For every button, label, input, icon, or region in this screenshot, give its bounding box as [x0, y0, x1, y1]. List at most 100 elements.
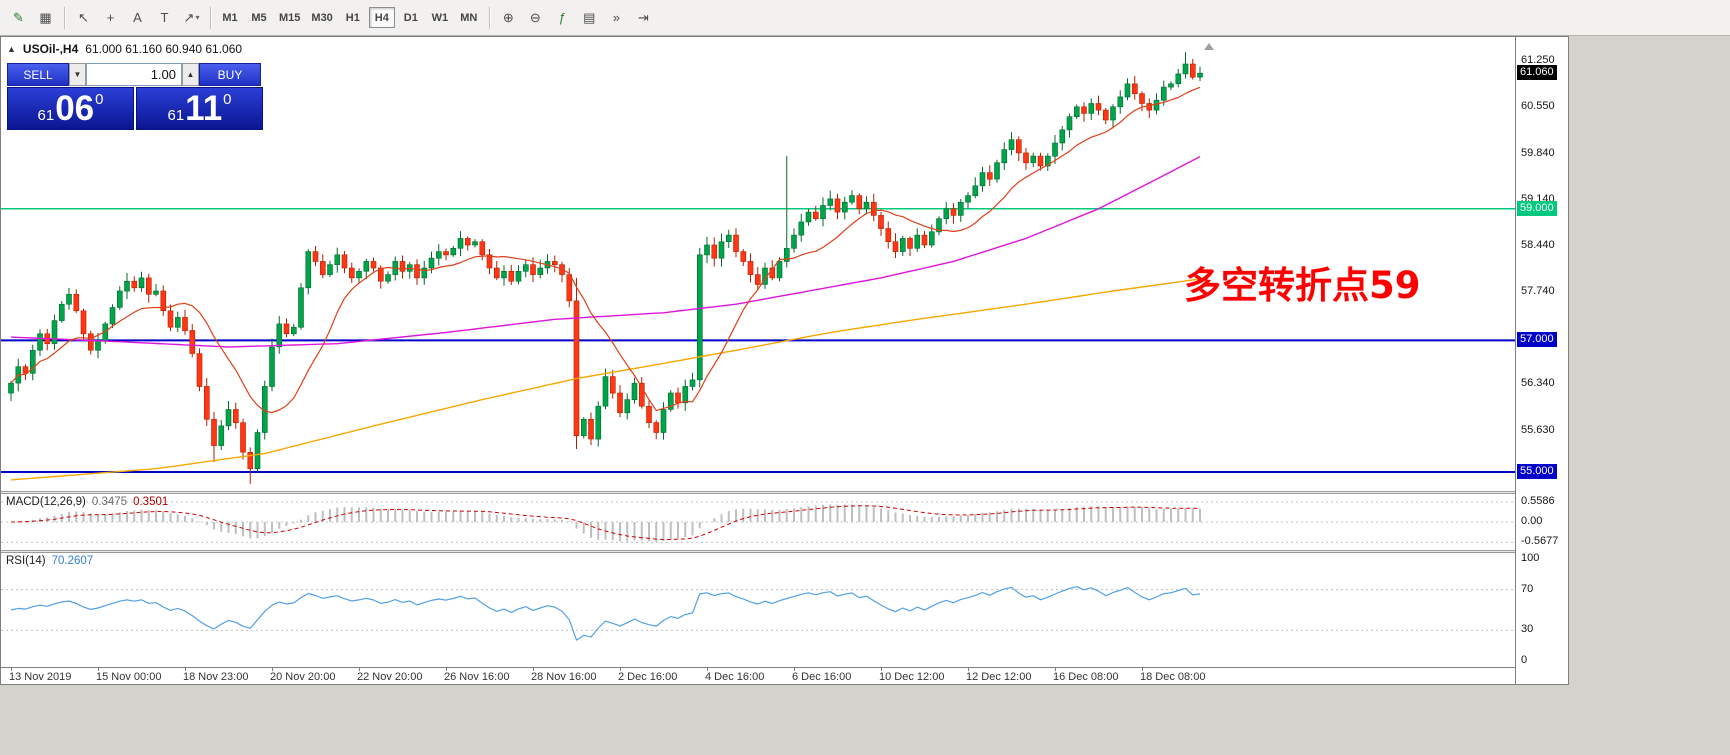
rsi-label: RSI(14) 70.2607 — [6, 555, 93, 567]
indicators-icon[interactable]: ƒ — [558, 10, 566, 25]
buy-price-display[interactable]: 61 11 0 — [136, 87, 263, 130]
rsi-pane[interactable]: RSI(14) 70.2607 — [1, 553, 1515, 667]
rsi-chart-canvas[interactable] — [1, 553, 1515, 667]
rsi-axis-label: 30 — [1521, 623, 1534, 635]
time-axis-label: 15 Nov 00:00 — [96, 671, 162, 683]
time-tick — [620, 668, 621, 671]
volume-decrease-button[interactable]: ▼ — [69, 63, 86, 86]
macd-label: MACD(12,26,9) 0.3475 0.3501 — [6, 496, 168, 508]
timeframe-buttons: M1 M5 M15 M30 H1 H4 D1 W1 MN — [217, 7, 483, 28]
zoom-out-icon[interactable]: ⊖ — [529, 9, 541, 25]
line-studies-icon[interactable]: ✎ — [13, 9, 24, 25]
one-click-panel-toggle-icon[interactable]: ▲ — [7, 44, 16, 54]
chart-title: ▲ USOil-,H4 61.000 61.160 60.940 61.060 — [7, 42, 242, 56]
timeframe-w1[interactable]: W1 — [431, 11, 449, 24]
chart-shift-marker[interactable] — [1204, 43, 1214, 50]
rsi-axis-label: 100 — [1521, 552, 1540, 564]
text-icon[interactable]: A — [133, 10, 142, 25]
toolbar-separator — [64, 6, 65, 29]
rsi-name: RSI(14) — [6, 555, 46, 567]
chart-shift-icon[interactable]: ⇥ — [637, 9, 649, 25]
zoom-in-icon[interactable]: ⊕ — [502, 9, 514, 25]
buy-price-big: 11 — [185, 89, 223, 128]
pane-divider-rsi[interactable] — [1, 550, 1568, 553]
time-axis-label: 6 Dec 16:00 — [792, 671, 852, 683]
candlestick-chart-canvas[interactable] — [1, 37, 1515, 491]
hline-price-badge: 55.000 — [1517, 464, 1557, 479]
ohlc-values: 61.000 61.160 60.940 61.060 — [85, 42, 243, 56]
time-axis-label: 18 Dec 08:00 — [1140, 671, 1206, 683]
macd-axis-label: 0.00 — [1521, 515, 1543, 527]
time-axis-label: 13 Nov 2019 — [9, 671, 72, 683]
timeframe-d1[interactable]: D1 — [403, 11, 418, 24]
time-axis-label: 22 Nov 20:00 — [357, 671, 423, 683]
time-tick — [533, 668, 534, 671]
macd-name: MACD(12,26,9) — [6, 496, 86, 508]
label-icon[interactable]: T — [160, 10, 169, 25]
trade-panel-prices: 61 06 0 61 11 0 — [7, 87, 265, 130]
crosshair-icon[interactable]: + — [106, 10, 115, 25]
price-tick-label: 60.550 — [1521, 100, 1555, 112]
time-tick — [98, 668, 99, 671]
time-axis-label: 26 Nov 16:00 — [444, 671, 510, 683]
time-tick — [11, 668, 12, 671]
macd-pane[interactable]: MACD(12,26,9) 0.3475 0.3501 — [1, 494, 1515, 550]
time-tick — [707, 668, 708, 671]
macd-signal-value: 0.3501 — [133, 496, 169, 508]
current-price-badge: 61.060 — [1517, 65, 1557, 80]
timeframe-m5[interactable]: M5 — [251, 11, 267, 24]
macd-axis-label: -0.5677 — [1521, 535, 1559, 547]
volume-increase-button[interactable]: ▲ — [182, 63, 199, 86]
time-axis-label: 18 Nov 23:00 — [183, 671, 249, 683]
macd-main-value: 0.3475 — [91, 496, 128, 508]
time-tick — [1055, 668, 1056, 671]
sell-price-sup: 0 — [95, 91, 104, 108]
hline-price-badge: 59.000 — [1517, 201, 1557, 216]
sell-price-small: 61 — [37, 107, 55, 124]
timeframe-mn[interactable]: MN — [460, 11, 478, 24]
one-click-trade-panel: SELL ▼ ▲ BUY 61 06 0 61 11 0 — [7, 63, 265, 130]
chart-annotation[interactable]: 多空转折点59 — [1184, 264, 1421, 307]
grid-icon[interactable]: ▦ — [39, 9, 52, 25]
timeframe-m15[interactable]: M15 — [279, 11, 301, 24]
time-axis-label: 28 Nov 16:00 — [531, 671, 597, 683]
buy-price-small: 61 — [167, 107, 185, 124]
buy-price-sup: 0 — [223, 91, 232, 108]
time-axis-label: 12 Dec 12:00 — [966, 671, 1032, 683]
cursor-icon[interactable]: ↖ — [78, 9, 89, 25]
timeframe-h4[interactable]: H4 — [368, 7, 395, 28]
timeframe-m30[interactable]: M30 — [311, 11, 333, 24]
sell-price-display[interactable]: 61 06 0 — [7, 87, 134, 130]
time-tick — [359, 668, 360, 671]
sell-price-big: 06 — [55, 89, 95, 128]
pane-divider-macd[interactable] — [1, 491, 1568, 494]
time-axis-label: 20 Nov 20:00 — [270, 671, 336, 683]
time-tick — [185, 668, 186, 671]
trade-panel-controls: SELL ▼ ▲ BUY — [7, 63, 265, 86]
time-axis-label: 4 Dec 16:00 — [705, 671, 765, 683]
time-tick — [1142, 668, 1143, 671]
toolbar-separator — [488, 6, 490, 29]
templates-icon[interactable]: ▤ — [583, 9, 596, 25]
time-tick — [794, 668, 795, 671]
time-axis[interactable]: 13 Nov 2019 15 Nov 00:00 18 Nov 23:00 20 No… — [1, 667, 1515, 684]
timeframe-h1[interactable]: H1 — [345, 11, 360, 24]
main-price-pane[interactable]: ▲ USOil-,H4 61.000 61.160 60.940 61.060 … — [1, 37, 1515, 491]
price-axis[interactable]: 61.25060.55059.84059.14058.44057.74057.0… — [1515, 37, 1568, 684]
rsi-value: 70.2607 — [51, 555, 94, 567]
chart-window: ▲ USOil-,H4 61.000 61.160 60.940 61.060 … — [0, 36, 1569, 685]
arrow-tools-icon[interactable]: ↗ ▾ — [183, 9, 200, 25]
price-tick-label: 57.740 — [1521, 285, 1555, 297]
sell-button[interactable]: SELL — [7, 63, 69, 86]
auto-scroll-icon[interactable]: » — [612, 10, 620, 25]
timeframe-m1[interactable]: M1 — [222, 11, 238, 24]
macd-chart-canvas[interactable] — [1, 494, 1515, 550]
price-tick-label: 58.440 — [1521, 239, 1555, 251]
hline-price-badge: 57.000 — [1517, 332, 1557, 347]
time-axis-label: 10 Dec 12:00 — [879, 671, 945, 683]
toolbar-line-study-icons: ↖ + A T ↗ ▾ — [71, 5, 204, 30]
buy-button[interactable]: BUY — [199, 63, 261, 86]
time-axis-label: 2 Dec 16:00 — [618, 671, 678, 683]
volume-input[interactable] — [86, 63, 182, 86]
toolbar-chart-icons: ✎ ▦ — [6, 5, 58, 30]
